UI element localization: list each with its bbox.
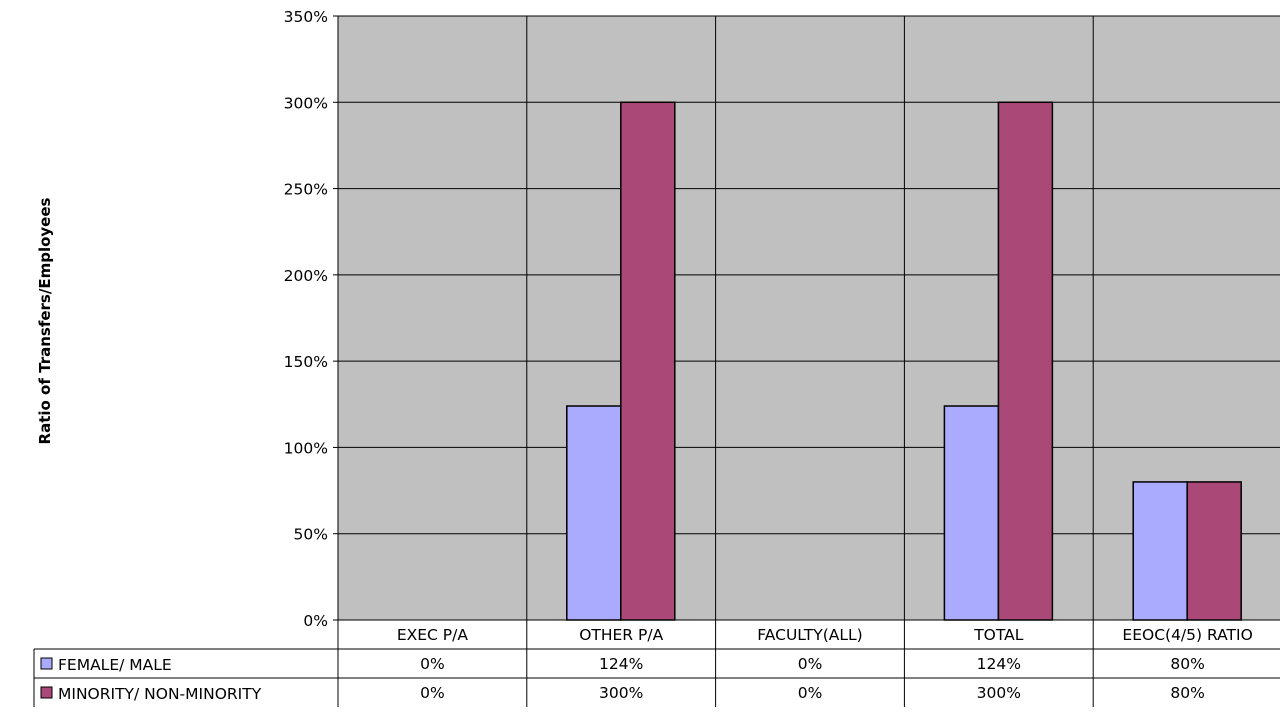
data-label: 0% bbox=[420, 684, 445, 702]
y-axis-label: Ratio of Transfers/Employees bbox=[36, 197, 54, 444]
bar bbox=[1132, 481, 1188, 621]
y-tick-label: 300% bbox=[284, 94, 328, 112]
y-tick-label: 350% bbox=[284, 8, 328, 26]
legend-swatch bbox=[40, 686, 53, 699]
category-label: EEOC(4/5) RATIO bbox=[1122, 626, 1252, 644]
bar bbox=[997, 101, 1054, 621]
y-axis-ticks: 0% 50% 100% 150% 200% 250% 300% 350% bbox=[284, 8, 338, 630]
data-label: 80% bbox=[1170, 684, 1204, 702]
y-tick-label: 200% bbox=[284, 267, 328, 285]
bars bbox=[566, 101, 1242, 621]
data-label: 0% bbox=[798, 655, 823, 673]
series-name: MINORITY/ NON-MINORITY bbox=[58, 685, 262, 703]
series-name: FEMALE/ MALE bbox=[58, 656, 172, 674]
y-tick-label: 150% bbox=[284, 353, 328, 371]
data-label: 300% bbox=[977, 684, 1021, 702]
y-tick-label: 100% bbox=[284, 439, 328, 457]
data-label: 124% bbox=[977, 655, 1021, 673]
category-label: EXEC P/A bbox=[397, 626, 469, 644]
y-tick-label: 250% bbox=[284, 181, 328, 199]
data-label: 0% bbox=[798, 684, 823, 702]
bar bbox=[1186, 481, 1242, 621]
y-tick-label: 0% bbox=[303, 612, 328, 630]
data-label: 300% bbox=[599, 684, 643, 702]
category-label: TOTAL bbox=[973, 626, 1024, 644]
category-label: FACULTY(ALL) bbox=[757, 626, 862, 644]
plot-area bbox=[338, 16, 1280, 620]
data-table: EXEC P/A OTHER P/A FACULTY(ALL) TOTAL EEOC(4… bbox=[33, 619, 1280, 707]
category-dividers bbox=[337, 16, 1094, 620]
bar bbox=[943, 405, 1000, 621]
y-tick-label: 50% bbox=[294, 526, 328, 544]
bar bbox=[566, 405, 622, 621]
data-label: 124% bbox=[599, 655, 643, 673]
bar bbox=[620, 101, 676, 621]
category-label: OTHER P/A bbox=[579, 626, 663, 644]
data-label: 0% bbox=[420, 655, 445, 673]
data-label: 80% bbox=[1170, 655, 1204, 673]
legend-swatch bbox=[40, 657, 53, 670]
